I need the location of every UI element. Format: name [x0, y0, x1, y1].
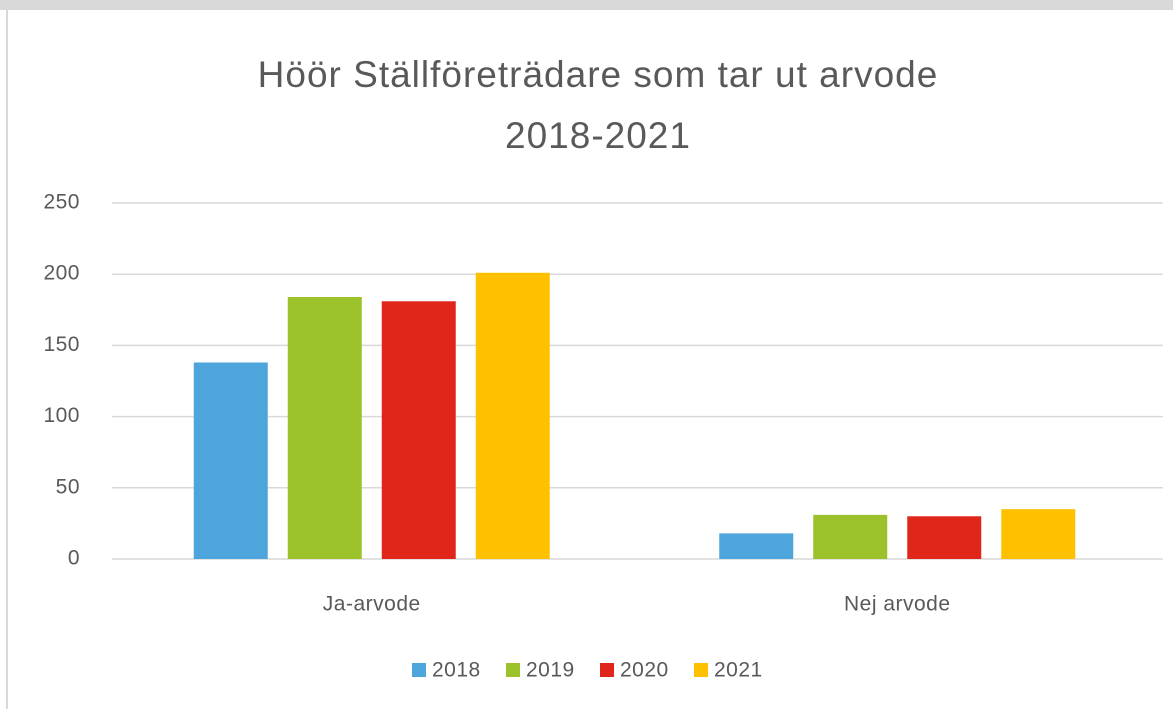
bar [907, 516, 982, 559]
bar [381, 301, 456, 559]
bar [193, 362, 268, 559]
x-tick-label: Ja-arvode [323, 593, 421, 616]
y-tick-label: 100 [43, 404, 80, 427]
legend-swatch [506, 663, 520, 677]
bar [813, 514, 888, 559]
chart-title: Höör Ställföreträdare som tar ut arvode … [257, 54, 939, 156]
legend-label: 2021 [714, 659, 763, 682]
bar [287, 296, 362, 559]
y-tick-label: 250 [43, 191, 80, 214]
y-tick-label: 50 [56, 475, 80, 498]
bar [1001, 509, 1076, 559]
y-tick-label: 150 [43, 333, 80, 356]
y-tick-label: 200 [43, 262, 80, 285]
legend-swatch [600, 663, 614, 677]
y-tick-label: 0 [68, 547, 80, 570]
legend-label: 2020 [620, 659, 669, 682]
bar [719, 533, 794, 559]
legend-swatch [694, 663, 708, 677]
legend-swatch [412, 663, 426, 677]
legend-label: 2018 [432, 659, 481, 682]
top-border [0, 0, 1173, 10]
left-border [6, 10, 8, 709]
legend-label: 2019 [526, 659, 575, 682]
x-tick-label: Nej arvode [844, 593, 951, 616]
bar [475, 272, 550, 559]
